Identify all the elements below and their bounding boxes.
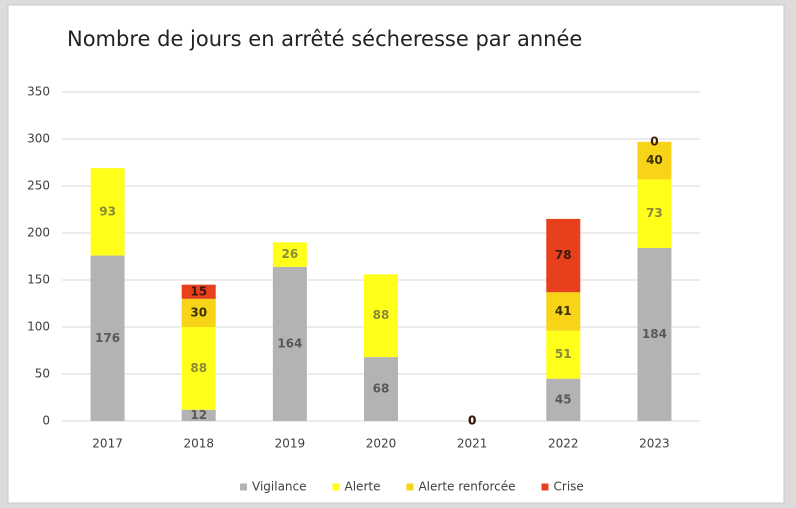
legend-swatch — [332, 483, 340, 491]
data-label: 0 — [468, 414, 476, 428]
bar-segment — [546, 292, 581, 331]
bar-segment — [546, 218, 581, 293]
bar-segment — [181, 409, 216, 421]
x-tick-label: 2021 — [457, 437, 488, 451]
legend-label: Crise — [554, 480, 584, 494]
bar-segment — [546, 378, 581, 421]
data-label: 30 — [190, 305, 207, 319]
data-label: 73 — [646, 206, 663, 220]
x-tick-label: 2020 — [366, 437, 397, 451]
data-label: 184 — [642, 327, 667, 341]
data-label: 15 — [190, 284, 207, 298]
bar-segment — [181, 327, 216, 410]
x-tick-label: 2022 — [548, 437, 579, 451]
bar-segment — [181, 298, 216, 327]
data-label: 40 — [646, 153, 663, 167]
data-label: 0 — [468, 414, 476, 428]
bar-segment — [637, 141, 672, 180]
y-tick-label: 200 — [27, 226, 50, 240]
data-label: 88 — [373, 308, 390, 322]
y-tick-label: 300 — [27, 132, 50, 146]
x-tick-label: 2017 — [92, 437, 123, 451]
x-tick-label: 2019 — [275, 437, 306, 451]
y-tick-label: 0 — [42, 414, 50, 428]
legend-swatch — [406, 483, 414, 491]
data-label: 93 — [99, 204, 116, 218]
bar-segment — [181, 284, 216, 299]
legend-label: Alerte renforcée — [418, 480, 515, 494]
data-label: 0 — [468, 414, 476, 428]
bar-segment — [637, 248, 672, 421]
data-label: 88 — [190, 361, 207, 375]
data-label: 176 — [95, 331, 120, 345]
data-label: 45 — [555, 392, 572, 406]
x-tick-label: 2018 — [183, 437, 214, 451]
legend-swatch — [541, 483, 549, 491]
data-label: 51 — [555, 347, 572, 361]
y-tick-label: 100 — [27, 320, 50, 334]
y-tick-label: 150 — [27, 273, 50, 287]
bar-segment — [546, 330, 581, 379]
x-tick-label: 2023 — [639, 437, 670, 451]
legend-label: Alerte — [345, 480, 381, 494]
data-label: 41 — [555, 304, 572, 318]
data-label: 164 — [277, 336, 302, 350]
data-label: 68 — [373, 382, 390, 396]
data-label: 0 — [650, 134, 658, 148]
data-label: 26 — [282, 247, 299, 261]
y-tick-label: 50 — [35, 367, 50, 381]
bar-segment — [90, 168, 125, 256]
legend-swatch — [240, 483, 247, 491]
data-label: 78 — [555, 248, 572, 262]
chart-title: Nombre de jours en arrêté sécheresse par… — [67, 27, 582, 51]
bar-segment — [364, 357, 398, 421]
legend-label: Vigilance — [252, 480, 307, 494]
bar-segment — [637, 179, 672, 249]
y-tick-label: 250 — [27, 179, 50, 193]
data-label: 0 — [468, 414, 476, 428]
data-label: 12 — [190, 408, 207, 422]
bar-segment — [272, 242, 307, 267]
bar-segment — [364, 274, 398, 358]
y-tick-label: 350 — [27, 85, 50, 99]
bar-segment — [272, 266, 307, 421]
bar-segment — [90, 255, 125, 421]
